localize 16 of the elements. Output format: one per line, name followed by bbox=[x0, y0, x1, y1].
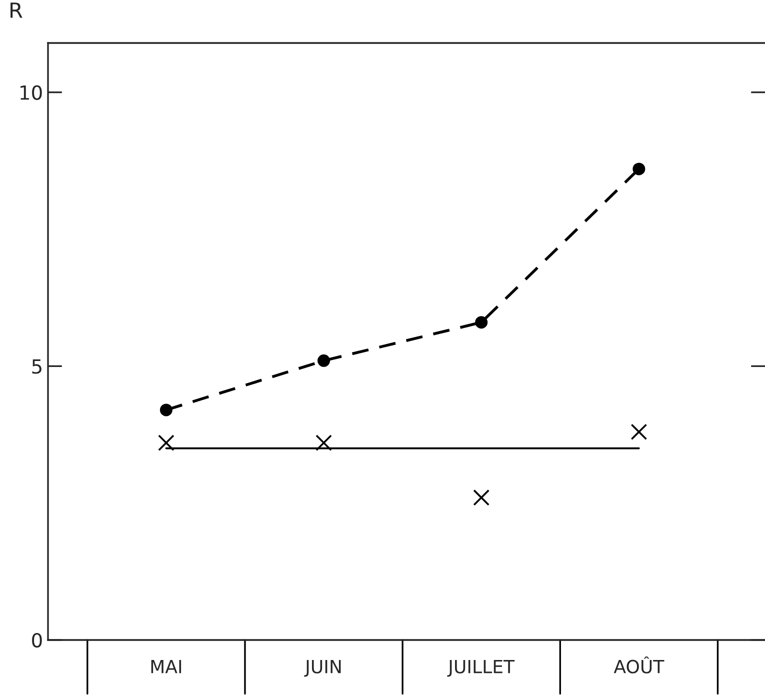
point bbox=[475, 316, 488, 329]
point bbox=[158, 434, 174, 452]
point bbox=[316, 434, 332, 452]
y-tick-label: 0 bbox=[32, 632, 42, 648]
x-tick-label: JUIN bbox=[304, 660, 341, 677]
y-tick-label: 10 bbox=[20, 85, 42, 100]
y-axis-title: R bbox=[10, 2, 22, 18]
y-tick-label: 5 bbox=[32, 359, 42, 374]
x-tick-label: JUILLET bbox=[447, 660, 515, 677]
x-tick-label: AOÛT bbox=[614, 656, 664, 674]
point bbox=[632, 162, 646, 176]
point bbox=[318, 354, 330, 367]
point bbox=[630, 424, 648, 440]
point bbox=[473, 489, 490, 506]
x-tick-label: MAI bbox=[151, 660, 182, 674]
point bbox=[160, 404, 172, 416]
